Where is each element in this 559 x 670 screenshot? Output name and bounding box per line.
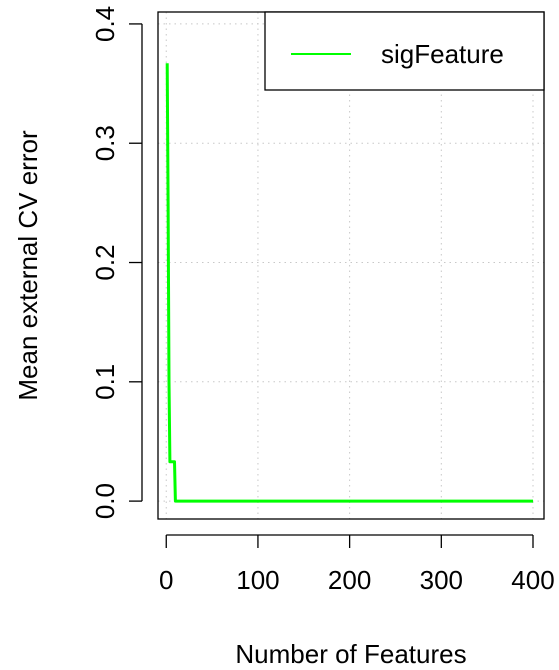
y-tick-label-4: 0.4 <box>90 6 120 42</box>
series-line-0 <box>165 63 533 503</box>
x-tick-label-4: 400 <box>511 565 554 595</box>
series-layer <box>165 63 533 503</box>
legend-box <box>264 11 545 91</box>
x-tick-label-1: 100 <box>236 565 279 595</box>
x-axis: 0 100 200 300 400 <box>159 534 555 595</box>
legend: sigFeature <box>264 11 545 91</box>
y-axis-label: Mean external CV error <box>13 130 43 401</box>
y-tick-label-0: 0.0 <box>90 483 120 519</box>
y-tick-label-2: 0.2 <box>90 244 120 280</box>
x-axis-label: Number of Features <box>235 639 466 669</box>
y-axis: 0.0 0.1 0.2 0.3 0.4 <box>90 6 143 519</box>
x-tick-label-0: 0 <box>159 565 173 595</box>
legend-label-sigfeature: sigFeature <box>381 39 504 69</box>
y-tick-label-1: 0.1 <box>90 364 120 400</box>
x-tick-label-2: 200 <box>328 565 371 595</box>
y-tick-label-3: 0.3 <box>90 125 120 161</box>
x-tick-label-3: 300 <box>420 565 463 595</box>
